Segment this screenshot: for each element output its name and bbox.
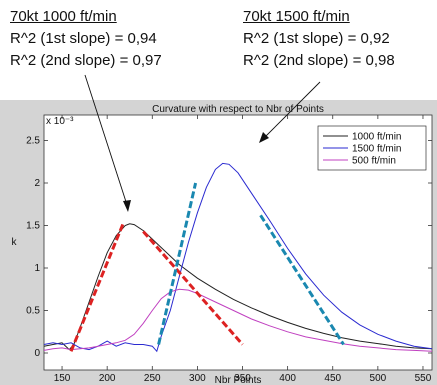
- arrow-left-line: [84, 74, 129, 209]
- y-tick-label: 0.5: [26, 306, 40, 317]
- annotation-arrows: [84, 74, 321, 212]
- y-multiplier: x 10⁻³: [46, 116, 74, 127]
- x-tick-label: 350: [234, 373, 251, 384]
- y-tick-label: 0: [34, 348, 40, 359]
- annotation-right-line2: R^2 (2nd slope) = 0,98: [243, 52, 395, 69]
- arrow-right-head: [259, 132, 269, 143]
- annotation-right-line1: R^2 (1st slope) = 0,92: [243, 30, 390, 47]
- x-axis-label: Nbr Points: [215, 375, 262, 385]
- x-tick-label: 300: [189, 373, 206, 384]
- x-tick-label: 200: [99, 373, 116, 384]
- y-axis-label: k: [12, 237, 18, 248]
- x-tick-label: 500: [370, 373, 387, 384]
- annotation-left-line1: R^2 (1st slope) = 0,94: [10, 30, 157, 47]
- y-tick-label: 1: [34, 263, 40, 274]
- x-tick-label: 550: [415, 373, 432, 384]
- annotation-right-heading: 70kt 1500 ft/min: [243, 8, 350, 25]
- fit-line-1: [69, 222, 125, 352]
- y-tick-label: 1.5: [26, 221, 40, 232]
- arrow-right-line: [261, 81, 321, 141]
- arrow-left-head: [123, 200, 131, 212]
- legend-label: 500 ft/min: [352, 156, 396, 167]
- y-tick-label: 2: [34, 178, 40, 189]
- legend-label: 1000 ft/min: [352, 132, 401, 143]
- x-tick-label: 400: [279, 373, 296, 384]
- fit-line-2: [142, 230, 244, 346]
- y-tick-label: 2.5: [26, 136, 40, 147]
- chart-title: Curvature with respect to Nbr of Points: [152, 104, 324, 115]
- annotation-left-heading: 70kt 1000 ft/min: [10, 8, 117, 25]
- annotation-left-line2: R^2 (2nd slope) = 0,97: [10, 52, 162, 69]
- annotation-left: 70kt 1000 ft/min R^2 (1st slope) = 0,94 …: [10, 6, 162, 72]
- x-tick-label: 150: [54, 373, 71, 384]
- legend-label: 1500 ft/min: [352, 144, 401, 155]
- fit-line-3: [157, 182, 198, 345]
- annotation-right: 70kt 1500 ft/min R^2 (1st slope) = 0,92 …: [243, 6, 395, 72]
- fit-line-4: [259, 214, 345, 346]
- series-line-2: [43, 162, 433, 353]
- x-tick-label: 250: [144, 373, 161, 384]
- x-tick-label: 450: [324, 373, 341, 384]
- ticks: 150 200 250 300 350 400 450 500 550 0 0.5 1 1.5 2 2.5: [26, 115, 432, 384]
- fit-layer: [69, 182, 345, 352]
